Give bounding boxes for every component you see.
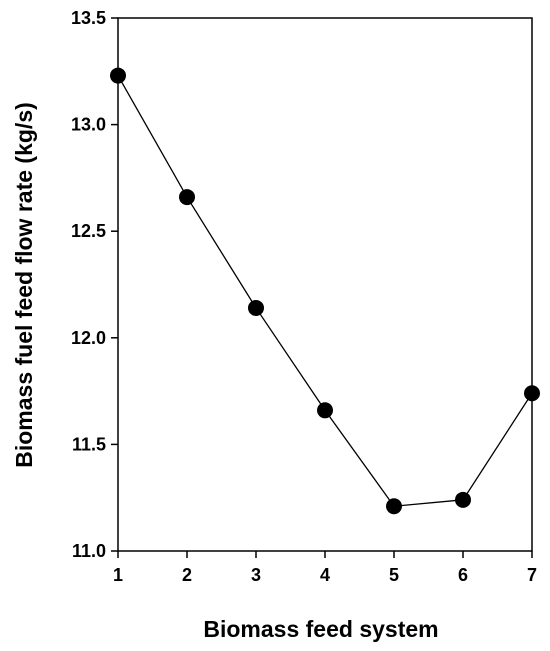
- x-axis-ticks: 1 2 3 4 5 6 7: [113, 551, 537, 585]
- data-point: [386, 498, 402, 515]
- series-layer: [110, 67, 540, 515]
- plot-border: [117, 17, 533, 552]
- x-tick-label: 4: [320, 565, 330, 585]
- x-tick-label: 3: [251, 565, 261, 585]
- data-point: [110, 67, 126, 84]
- y-tick-label: 11.5: [72, 434, 106, 454]
- x-tick-label: 7: [527, 565, 537, 585]
- data-point: [179, 189, 195, 206]
- y-axis-title: Biomass fuel feed flow rate (kg/s): [11, 102, 37, 468]
- x-tick-label: 1: [113, 565, 123, 585]
- series-line: [117, 75, 533, 507]
- y-tick-label: 11.0: [72, 541, 106, 561]
- x-axis-title: Biomass feed system: [203, 616, 438, 642]
- data-point: [524, 385, 540, 402]
- y-tick-label: 12.5: [71, 221, 106, 241]
- y-tick-label: 13.0: [71, 115, 106, 135]
- y-tick-label: 13.5: [71, 8, 106, 28]
- data-point: [248, 299, 264, 316]
- x-tick-label: 5: [389, 565, 399, 585]
- y-axis-ticks: 11.0 11.5 12.0 12.5 13.0 13.5: [71, 8, 118, 561]
- y-tick-label: 12.0: [71, 328, 106, 348]
- x-tick-label: 2: [182, 565, 192, 585]
- x-tick-label: 6: [458, 565, 468, 585]
- data-point: [455, 491, 471, 508]
- plot-frame: [117, 17, 533, 552]
- data-point: [317, 402, 333, 419]
